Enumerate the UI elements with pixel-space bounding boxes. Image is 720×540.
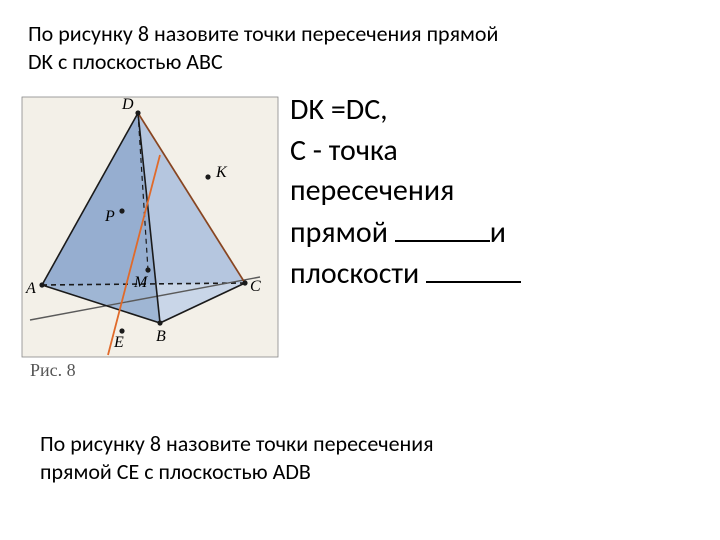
- question-bottom-line2: прямой CE с плоскостью ADB: [40, 458, 680, 486]
- answer-line4: прямой и: [290, 212, 695, 254]
- svg-text:A: A: [25, 280, 36, 297]
- answer-line5: плоскости: [290, 253, 695, 295]
- svg-text:B: B: [156, 328, 166, 345]
- svg-text:K: K: [215, 164, 228, 181]
- blank-line: [395, 212, 490, 242]
- question-top-line1: По рисунку 8 назовите точки пересечения …: [28, 20, 700, 48]
- answer-line1: DK =DC,: [290, 90, 695, 131]
- tetrahedron-diagram: A B C D K P M E: [20, 95, 280, 365]
- question-top-line2: DK с плоскостью ABC: [28, 48, 700, 76]
- question-bottom-line1: По рисунку 8 назовите точки пересечения: [40, 430, 680, 458]
- answer-line2: C - точка: [290, 131, 695, 172]
- diagram-svg: A B C D K P M E: [20, 95, 280, 365]
- answer-line3: пересечения: [290, 171, 695, 212]
- answer-line4-suffix: и: [490, 214, 506, 251]
- svg-text:E: E: [113, 334, 124, 351]
- figure-caption: Рис. 8: [30, 360, 76, 381]
- answer-line4-prefix: прямой: [290, 214, 395, 251]
- svg-text:M: M: [133, 274, 149, 291]
- question-top: По рисунку 8 назовите точки пересечения …: [28, 20, 700, 75]
- answer-line5-prefix: плоскости: [290, 255, 426, 292]
- svg-text:C: C: [250, 278, 261, 295]
- svg-text:D: D: [121, 96, 134, 113]
- answer-block: DK =DC, C - точка пересечения прямой и п…: [290, 90, 695, 295]
- blank-plane: [426, 253, 521, 283]
- svg-text:P: P: [104, 208, 115, 225]
- question-bottom: По рисунку 8 назовите точки пересечения …: [40, 430, 680, 485]
